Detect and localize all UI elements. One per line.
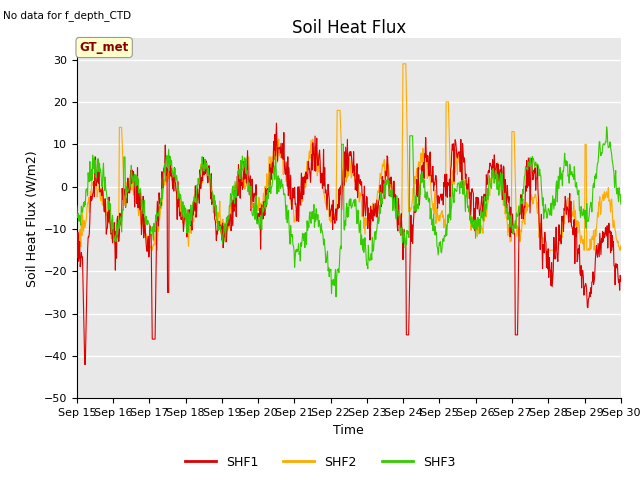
- SHF2: [591, 239, 598, 244]
- SHF3: [394, 207, 402, 213]
- SHF2: [394, 210, 402, 216]
- SHF3: [599, 144, 607, 149]
- SHF3: [332, 294, 340, 300]
- SHF2: [73, 232, 81, 238]
- Title: Soil Heat Flux: Soil Heat Flux: [292, 19, 406, 37]
- SHF3: [617, 201, 625, 207]
- SHF1: [73, 247, 81, 253]
- SHF3: [174, 196, 182, 202]
- Text: GT_met: GT_met: [79, 41, 129, 54]
- Text: No data for f_depth_CTD: No data for f_depth_CTD: [3, 11, 131, 22]
- SHF2: [600, 192, 607, 197]
- SHF2: [617, 243, 625, 249]
- SHF3: [603, 124, 611, 130]
- SHF3: [73, 203, 81, 209]
- SHF2: [76, 247, 83, 253]
- SHF1: [600, 239, 607, 244]
- SHF1: [300, 192, 308, 197]
- SHF1: [617, 278, 625, 284]
- SHF1: [591, 273, 598, 279]
- Legend: SHF1, SHF2, SHF3: SHF1, SHF2, SHF3: [180, 451, 460, 474]
- SHF1: [81, 361, 88, 367]
- Y-axis label: Soil Heat Flux (W/m2): Soil Heat Flux (W/m2): [25, 150, 38, 287]
- SHF1: [175, 204, 182, 210]
- SHF3: [590, 185, 598, 191]
- SHF2: [399, 61, 407, 67]
- SHF1: [100, 198, 108, 204]
- Line: SHF1: SHF1: [77, 123, 621, 364]
- SHF1: [273, 120, 280, 126]
- SHF2: [100, 201, 108, 206]
- SHF3: [99, 169, 107, 175]
- X-axis label: Time: Time: [333, 424, 364, 437]
- SHF2: [300, 185, 307, 191]
- SHF2: [175, 192, 182, 198]
- SHF3: [299, 230, 307, 236]
- Line: SHF3: SHF3: [77, 127, 621, 297]
- Line: SHF2: SHF2: [77, 64, 621, 250]
- SHF1: [395, 196, 403, 202]
